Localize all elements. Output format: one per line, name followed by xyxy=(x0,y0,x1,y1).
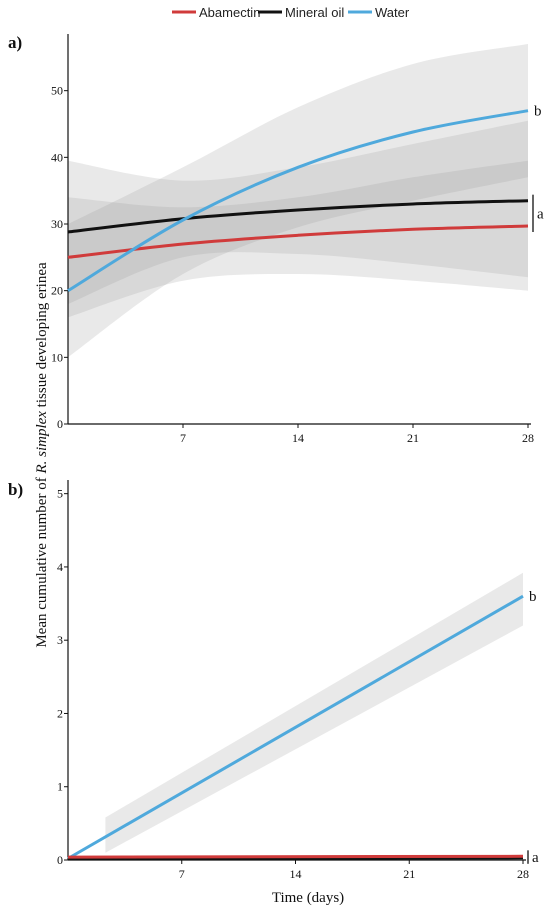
panel-label-b: b) xyxy=(8,480,23,499)
x-tick-label-b: 7 xyxy=(179,867,185,881)
y-tick-label-a: 30 xyxy=(51,217,63,231)
chart-panel-a: 0 10 20 30 40 50 7 14 21 28 b a xyxy=(51,34,544,445)
chart-panel-b: 0 1 2 3 4 5 7 14 21 28 b a xyxy=(57,480,539,881)
legend-label-water: Water xyxy=(375,5,410,20)
x-tick-label-a: 7 xyxy=(180,431,186,445)
y-tick-label-a: 10 xyxy=(51,350,63,364)
y-tick-label-a: 50 xyxy=(51,84,63,98)
x-tick-label-b: 21 xyxy=(403,867,415,881)
y-tick-label-b: 5 xyxy=(57,487,63,501)
ci-band-water-a xyxy=(68,44,528,358)
legend-label-abamectin: Abamectin xyxy=(199,5,260,20)
y-axis-label: Mean cumulative number of R. simplex tis… xyxy=(34,262,50,648)
y-tick-label-b: 2 xyxy=(57,706,63,720)
series-line-abamectin-a xyxy=(67,224,529,259)
ci-band-abamectin-a xyxy=(68,160,528,318)
panel-label-a: a) xyxy=(8,33,22,52)
y-tick-label-b: 0 xyxy=(57,853,63,867)
y-tick-label-a: 40 xyxy=(51,150,63,164)
y-tick-label-a: 20 xyxy=(51,284,63,298)
series-line-abamectin-b xyxy=(67,854,524,859)
significance-letter-water-b: b xyxy=(529,589,537,605)
ci-band-water-b xyxy=(105,572,524,853)
x-tick-label-a: 28 xyxy=(522,431,534,445)
series-line-water-a xyxy=(67,109,529,292)
x-tick-label-a: 21 xyxy=(407,431,419,445)
x-axis-label: Time (days) xyxy=(272,890,344,906)
x-tick-label-a: 14 xyxy=(292,431,304,445)
ci-band-mineral-oil-a xyxy=(68,120,528,304)
y-tick-label-a: 0 xyxy=(57,417,63,431)
significance-letter-group-a: a xyxy=(537,206,544,222)
legend: Abamectin Mineral oil Water xyxy=(172,5,410,20)
y-tick-label-b: 4 xyxy=(57,560,63,574)
y-tick-label-b: 1 xyxy=(57,780,63,794)
significance-letter-water-a: b xyxy=(534,104,542,120)
series-line-water-b xyxy=(67,594,524,860)
legend-label-mineral-oil: Mineral oil xyxy=(285,5,344,20)
x-tick-label-b: 28 xyxy=(517,867,529,881)
series-line-mineral-oil-a xyxy=(67,199,529,234)
y-tick-label-b: 3 xyxy=(57,633,63,647)
significance-letter-group-b: a xyxy=(532,850,539,866)
x-tick-label-b: 14 xyxy=(290,867,302,881)
